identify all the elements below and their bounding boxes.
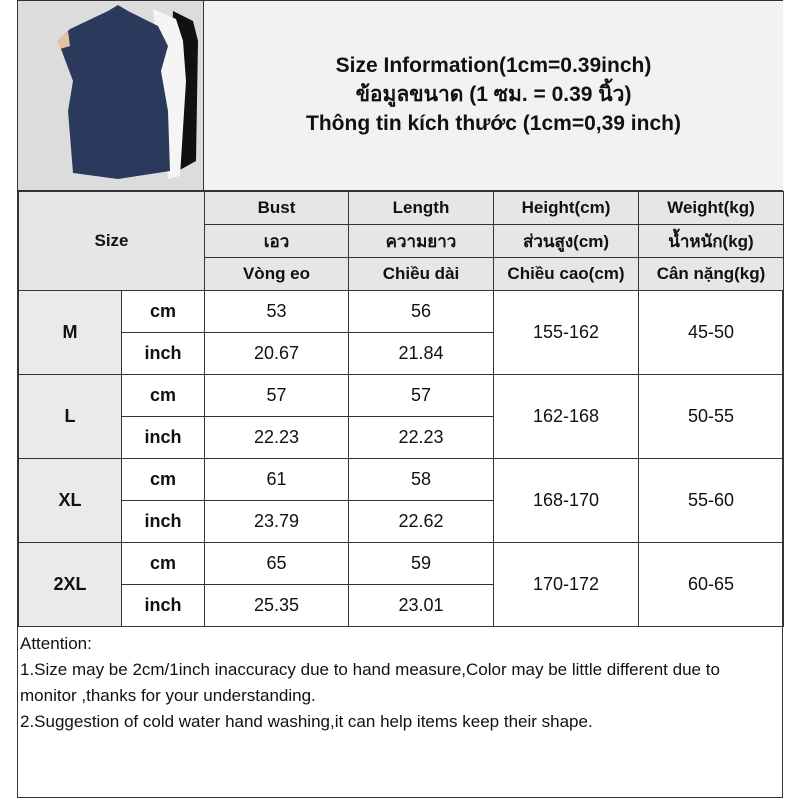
bust-cm: 53 (204, 290, 349, 333)
length-cm: 59 (348, 542, 494, 585)
weight-range: 50-55 (638, 374, 784, 459)
unit-label: inch (121, 332, 205, 375)
bust-inch: 23.79 (204, 500, 349, 543)
size-label: XL (18, 458, 122, 543)
table-row-cm: 2XL cm 65 59 170-172 60-65 (18, 542, 784, 627)
unit-label: cm (121, 542, 205, 585)
bust-inch: 20.67 (204, 332, 349, 375)
header-row-vietnamese: Vòng eo Chiều dài Chiều cao(cm) Cân nặng… (19, 257, 784, 291)
table-row-inch: inch 22.23 22.23 (19, 416, 784, 459)
header-cell: Cân nặng(kg) (638, 257, 784, 291)
bust-cm: 61 (204, 458, 349, 501)
size-table: Size Bust Length Height(cm) Weight(kg) เ… (18, 191, 784, 627)
sleeveless-top-image-icon (18, 1, 203, 190)
header-cell: ส่วนสูง(cm) (493, 224, 639, 258)
header-row-thai: เอว ความยาว ส่วนสูง(cm) น้ำหนัก(kg) (19, 224, 784, 258)
unit-label: cm (121, 374, 205, 417)
height-range: 155-162 (493, 290, 639, 375)
length-inch: 22.62 (348, 500, 494, 543)
length-cm: 58 (348, 458, 494, 501)
title-english: Size Information(1cm=0.39inch) (335, 54, 652, 77)
header-cell: Bust (204, 191, 349, 225)
table-row-inch: inch 23.79 22.62 (19, 500, 784, 543)
weight-range: 55-60 (638, 458, 784, 543)
length-inch: 23.01 (348, 584, 494, 627)
table-row-inch: inch 20.67 21.84 (19, 332, 784, 375)
size-label: M (18, 290, 122, 375)
attention-notes: Attention: 1.Size may be 2cm/1inch inacc… (18, 628, 783, 738)
bust-inch: 22.23 (204, 416, 349, 459)
unit-label: cm (121, 458, 205, 501)
attention-note-1: 1.Size may be 2cm/1inch inaccuracy due t… (20, 660, 720, 705)
length-inch: 22.23 (348, 416, 494, 459)
header-cell: Vòng eo (204, 257, 349, 291)
height-range: 162-168 (493, 374, 639, 459)
bust-cm: 57 (204, 374, 349, 417)
header-cell: Weight(kg) (638, 191, 784, 225)
weight-range: 60-65 (638, 542, 784, 627)
header-cell: Chiều cao(cm) (493, 257, 639, 291)
product-photo (18, 1, 204, 191)
size-chart: Size Information(1cm=0.39inch) ข้อมูลขนา… (17, 0, 784, 798)
header-cell: เอว (204, 224, 349, 258)
length-inch: 21.84 (348, 332, 494, 375)
size-label: 2XL (18, 542, 122, 627)
header-cell: Chiều dài (348, 257, 494, 291)
size-header: Size (18, 191, 205, 291)
header-cell: น้ำหนัก(kg) (638, 224, 784, 258)
title-thai: ข้อมูลขนาด (1 ซม. = 0.39 นิ้ว) (355, 83, 632, 106)
bust-inch: 25.35 (204, 584, 349, 627)
title-vietnamese: Thông tin kích thước (1cm=0,39 inch) (306, 112, 681, 135)
height-range: 170-172 (493, 542, 639, 627)
unit-label: inch (121, 584, 205, 627)
attention-note-2: 2.Suggestion of cold water hand washing,… (20, 712, 593, 731)
attention-heading: Attention: (20, 634, 92, 653)
unit-label: inch (121, 416, 205, 459)
table-row-cm: M cm 53 56 155-162 45-50 (18, 290, 784, 375)
table-row-inch: inch 25.35 23.01 (19, 584, 784, 627)
length-cm: 56 (348, 290, 494, 333)
header-cell: Height(cm) (493, 191, 639, 225)
header-cell: ความยาว (348, 224, 494, 258)
title-block: Size Information(1cm=0.39inch) ข้อมูลขนา… (204, 1, 783, 191)
unit-label: inch (121, 500, 205, 543)
height-range: 168-170 (493, 458, 639, 543)
bust-cm: 65 (204, 542, 349, 585)
header-cell: Length (348, 191, 494, 225)
table-row-cm: L cm 57 57 162-168 50-55 (18, 374, 784, 459)
weight-range: 45-50 (638, 290, 784, 375)
header-row-english: Size Bust Length Height(cm) Weight(kg) (18, 191, 784, 291)
length-cm: 57 (348, 374, 494, 417)
size-label: L (18, 374, 122, 459)
unit-label: cm (121, 290, 205, 333)
table-row-cm: XL cm 61 58 168-170 55-60 (18, 458, 784, 543)
